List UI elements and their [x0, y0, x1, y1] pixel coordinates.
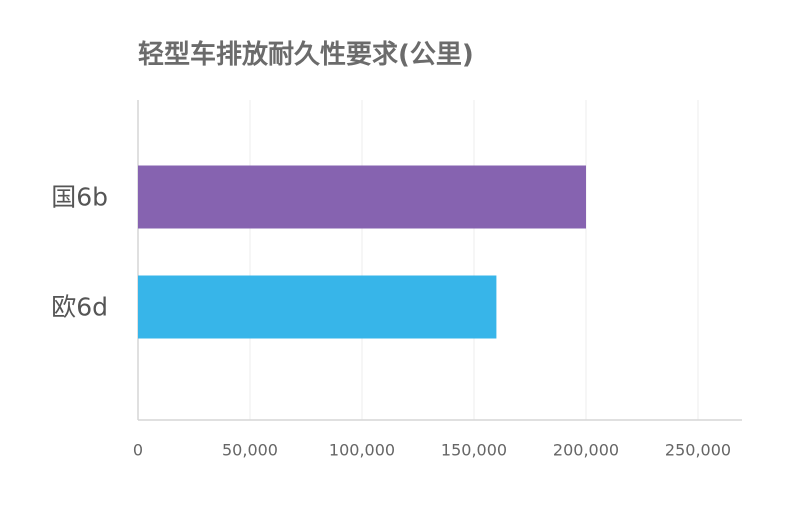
- x-tick-label: 100,000: [329, 441, 395, 460]
- x-tick-label: 200,000: [553, 441, 619, 460]
- bar: [138, 275, 497, 339]
- x-tick-label: 50,000: [222, 441, 278, 460]
- x-tick-label: 150,000: [441, 441, 507, 460]
- category-label: 国6b: [51, 183, 108, 212]
- bar: [138, 165, 586, 229]
- x-tick-label: 250,000: [665, 441, 731, 460]
- chart-title: 轻型车排放耐久性要求(公里): [138, 40, 474, 70]
- category-label: 欧6d: [51, 293, 108, 322]
- x-tick-label: 0: [133, 441, 143, 460]
